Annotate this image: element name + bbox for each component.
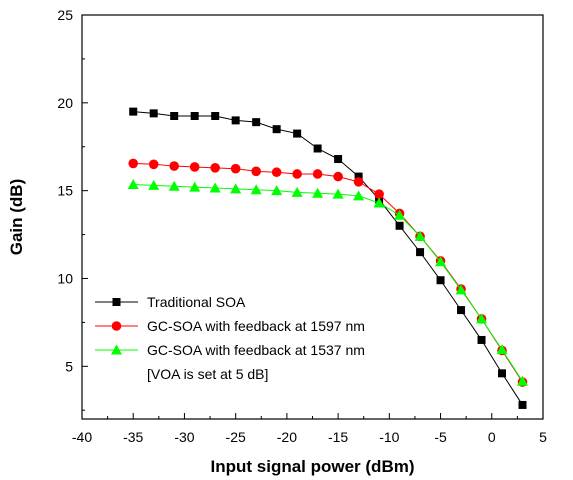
data-point (127, 179, 139, 190)
y-tick-label: 20 (57, 95, 73, 111)
x-tick-label: -25 (226, 429, 246, 445)
x-tick-label: -10 (379, 429, 399, 445)
data-point (374, 189, 384, 199)
data-point (476, 313, 488, 324)
legend-label: GC-SOA with feedback at 1537 nm (147, 342, 365, 358)
data-point (230, 163, 241, 174)
x-tick-label: -35 (123, 429, 143, 445)
x-tick-label: 5 (539, 429, 547, 445)
legend-label: Traditional SOA (147, 294, 246, 310)
data-point (293, 129, 302, 138)
x-tick-label: -30 (174, 429, 194, 445)
y-tick-label: 5 (65, 358, 73, 374)
data-point (168, 180, 180, 191)
data-point (333, 171, 343, 182)
legend-note: [VOA is set at 5 dB] (147, 366, 268, 382)
legend-marker (111, 321, 122, 331)
data-point (455, 284, 467, 295)
series-line (133, 184, 523, 382)
data-point (271, 167, 282, 178)
data-point (395, 221, 404, 230)
data-point (291, 186, 303, 197)
data-point (231, 116, 240, 125)
series-square (129, 107, 527, 409)
data-point (312, 169, 323, 179)
data-point (189, 181, 201, 192)
data-point (170, 112, 179, 120)
data-point (148, 179, 160, 190)
x-tick-label: 0 (488, 429, 496, 445)
x-axis-title: Input signal power (dBm) (211, 457, 415, 476)
y-tick-label: 25 (57, 7, 73, 23)
data-point (189, 162, 200, 172)
data-point (312, 187, 324, 198)
x-tick-label: -40 (72, 429, 92, 445)
y-tick-label: 10 (57, 270, 73, 286)
series-triangle (127, 179, 529, 386)
data-point (518, 400, 527, 409)
data-point (230, 183, 242, 194)
series-layer (127, 107, 529, 409)
data-point (517, 375, 529, 386)
plot-frame (81, 14, 544, 420)
data-point (251, 166, 261, 177)
data-point (252, 118, 261, 127)
data-point (373, 197, 385, 208)
data-point (169, 161, 179, 171)
series-line (133, 111, 523, 406)
data-point (353, 190, 365, 201)
data-point (353, 177, 364, 187)
data-point (313, 144, 322, 153)
x-tick-label: -20 (277, 429, 297, 445)
y-tick-label: 15 (57, 183, 73, 199)
x-axis-ticks: -40 -35 -30 -25 -20 -15 -10 -5 0 5 (72, 413, 547, 445)
data-point (394, 209, 406, 220)
legend-label: GC-SOA with feedback at 1597 nm (147, 318, 365, 334)
data-point (129, 107, 138, 116)
data-point (416, 248, 425, 257)
data-point (149, 109, 158, 118)
data-point (250, 184, 262, 195)
data-point (496, 344, 508, 355)
legend-marker (112, 298, 121, 306)
data-point (209, 182, 221, 193)
plot-border (81, 14, 544, 420)
data-point (211, 112, 220, 120)
data-point (354, 172, 363, 181)
data-point (436, 276, 445, 285)
y-axis-ticks: 5 10 15 20 25 (57, 7, 88, 411)
data-point (435, 256, 447, 267)
data-point (272, 125, 281, 134)
data-point (190, 112, 199, 120)
data-point (477, 335, 486, 344)
x-tick-label: -5 (434, 429, 447, 445)
y-axis-title: Gain (dB) (7, 179, 26, 256)
data-point (414, 230, 426, 241)
data-point (271, 185, 283, 196)
data-point (334, 155, 343, 164)
legend: Traditional SOA GC-SOA with feedback at 1… (95, 294, 365, 382)
data-point (128, 158, 139, 169)
x-tick-label: -15 (328, 429, 348, 445)
data-point (210, 163, 220, 173)
data-point (332, 188, 344, 199)
legend-marker (111, 344, 122, 355)
data-point (292, 169, 302, 179)
data-point (498, 369, 507, 378)
data-point (148, 159, 159, 170)
data-point (457, 306, 466, 315)
